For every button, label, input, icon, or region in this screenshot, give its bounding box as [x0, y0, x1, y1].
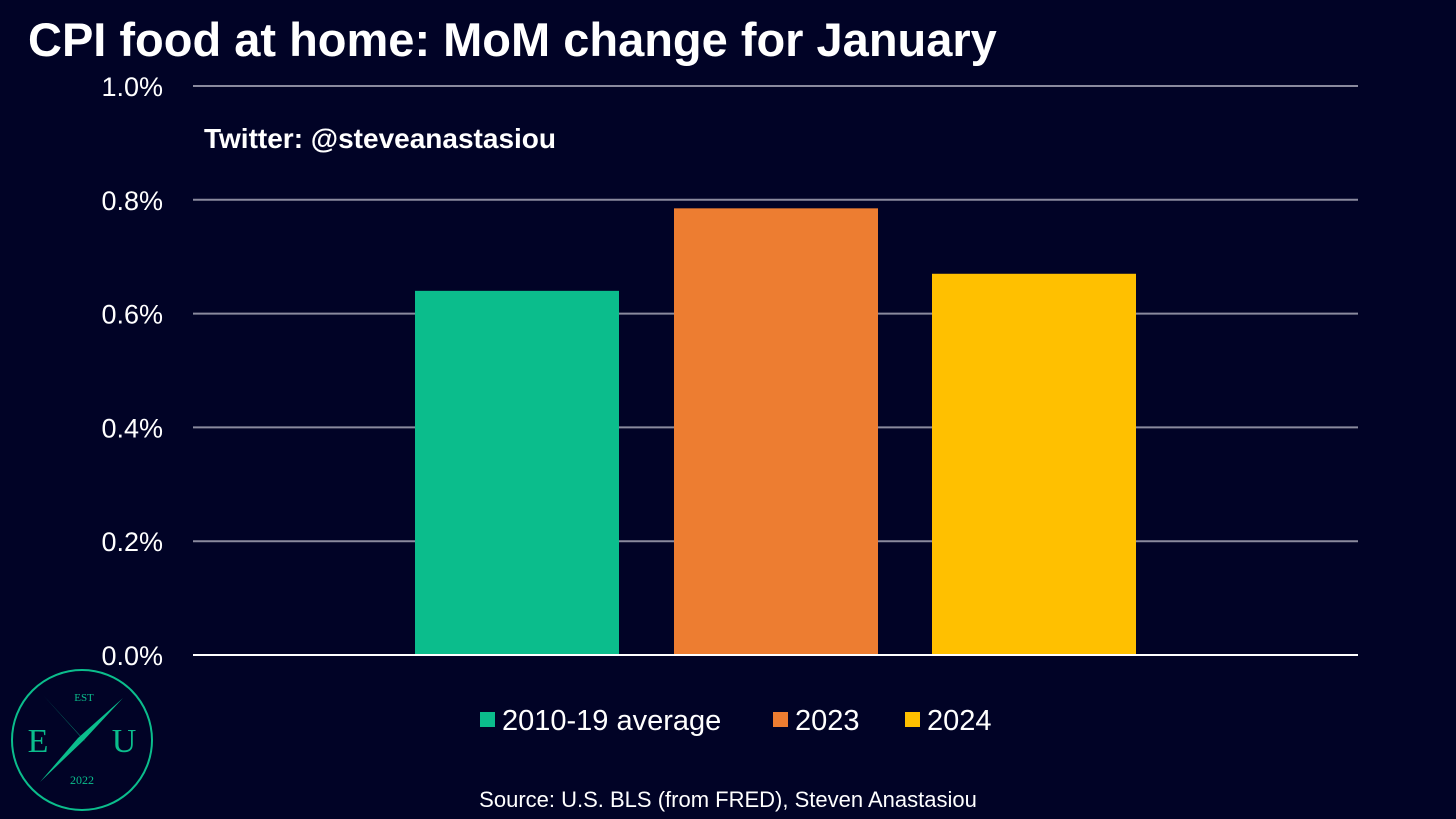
bars	[415, 208, 1136, 655]
logo-ring	[11, 669, 153, 811]
y-axis-ticks: 0.0% 0.2% 0.4% 0.6% 0.8% 1.0%	[101, 72, 163, 671]
logo-top-text: EST	[74, 692, 94, 704]
legend-swatch	[905, 712, 920, 727]
legend: 2010-19 average 2023 2024	[480, 705, 992, 737]
legend-swatch	[773, 712, 788, 727]
chart-annotation: Twitter: @steveanastasiou	[204, 123, 556, 154]
y-tick-label: 0.8%	[101, 186, 163, 216]
legend-label: 2024	[927, 705, 992, 737]
bar-2010-19-average	[415, 290, 619, 655]
logo-bottom-text: 2022	[70, 773, 94, 787]
logo: EST E U 2022	[11, 669, 153, 811]
y-tick-label: 0.0%	[101, 641, 163, 671]
bar-2023	[674, 208, 878, 655]
y-tick-label: 1.0%	[101, 72, 163, 102]
logo-left-letter: E	[28, 723, 49, 760]
y-tick-label: 0.6%	[101, 300, 163, 330]
legend-swatch	[480, 712, 495, 727]
logo-right-letter: U	[112, 723, 137, 760]
chart-title: CPI food at home: MoM change for January	[28, 13, 997, 66]
y-tick-label: 0.4%	[101, 413, 163, 443]
legend-label: 2010-19 average	[502, 705, 721, 737]
y-tick-label: 0.2%	[101, 527, 163, 557]
bar-2024	[932, 273, 1136, 655]
logo-cross-stroke-b	[40, 698, 123, 782]
legend-label: 2023	[795, 705, 860, 737]
source-note: Source: U.S. BLS (from FRED), Steven Ana…	[479, 787, 977, 812]
